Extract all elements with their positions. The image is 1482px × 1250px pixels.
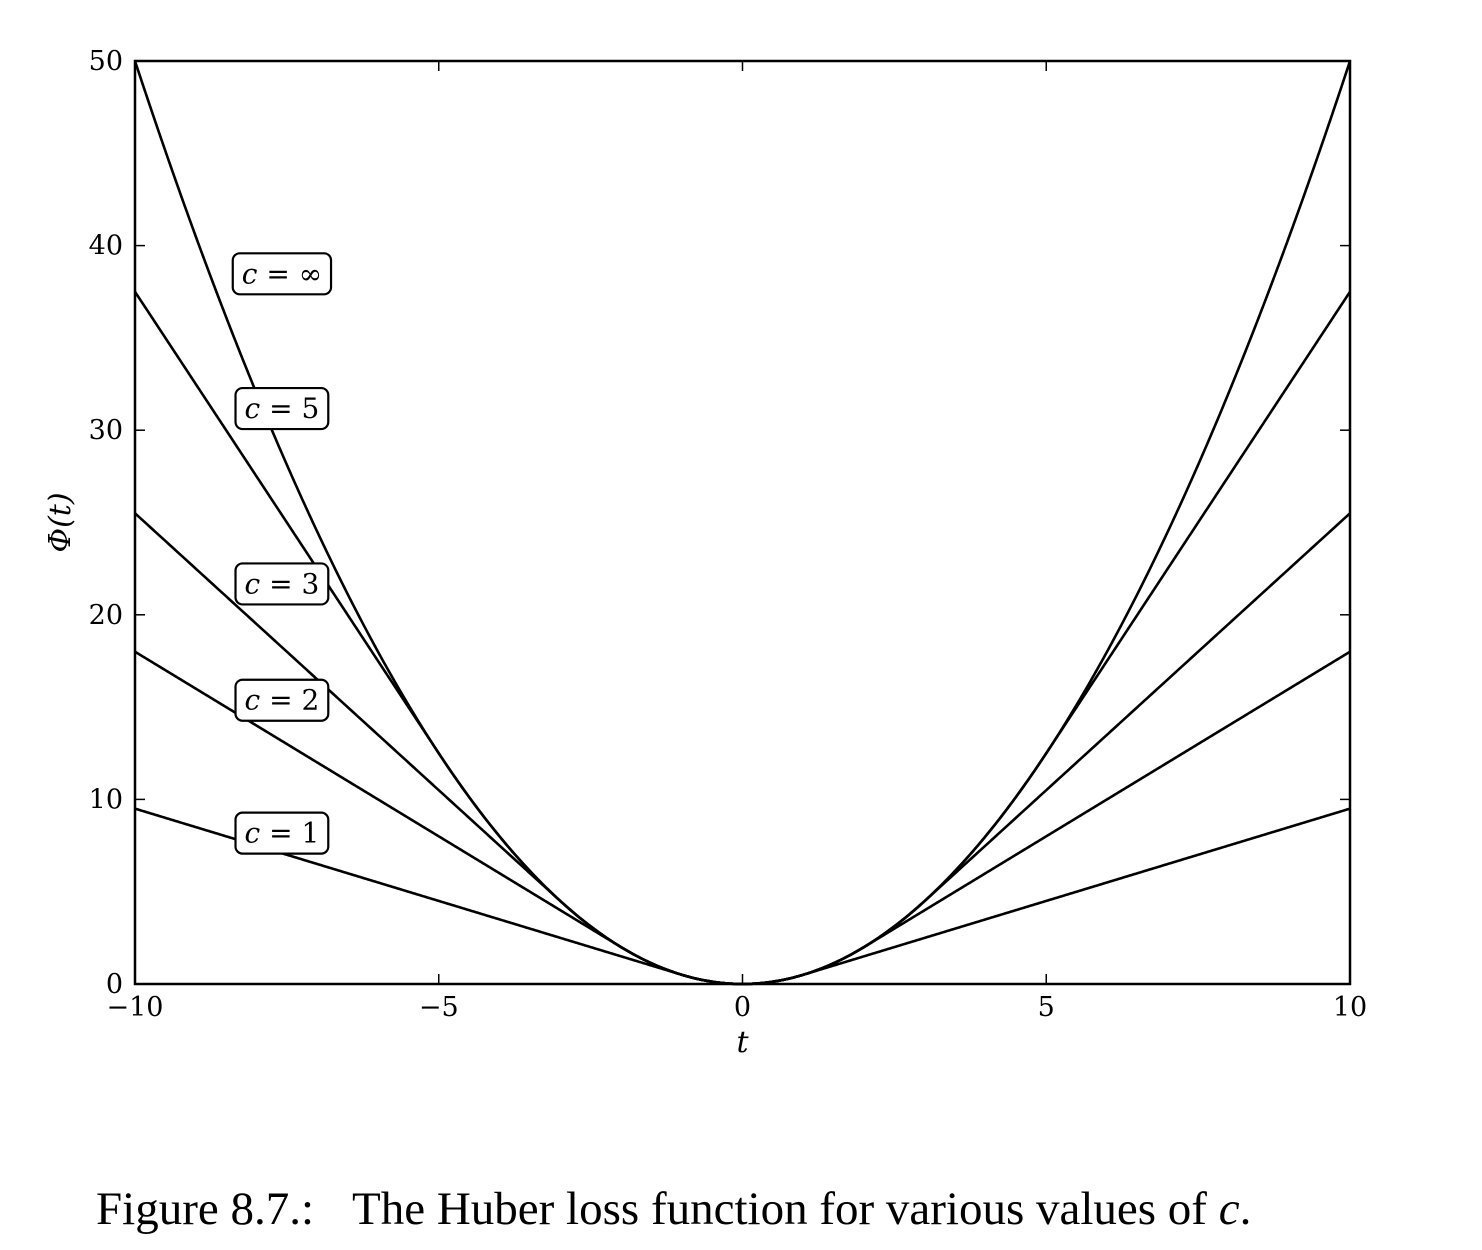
caption-prefix: Figure 8.7.: (96, 1183, 315, 1235)
x-tick-label: −5 (419, 992, 459, 1023)
x-axis-label: t (736, 1025, 749, 1060)
curve-label-text: c = ∞ (242, 257, 322, 290)
curve-label-box (234, 562, 330, 606)
curve-label-text: c = 3 (245, 567, 320, 600)
caption-text: The Huber loss function for various valu… (352, 1183, 1207, 1235)
curve-label-box (234, 811, 330, 855)
caption-suffix: . (1239, 1183, 1252, 1235)
curve-label-4: c = 1 (234, 811, 330, 855)
caption-variable: c (1218, 1183, 1240, 1235)
curve-label-text: c = 2 (245, 684, 320, 717)
x-tick-label: 0 (734, 992, 751, 1023)
curve-labels-group: c = ∞ c = 5 c = 3 c = 2 c = 1 (231, 252, 333, 855)
y-tick-label: 30 (89, 415, 123, 446)
figure-caption: Figure 8.7.: The Huber loss function for … (96, 1182, 1476, 1236)
curve-label-3: c = 2 (234, 678, 330, 722)
curve-label-2: c = 3 (234, 562, 330, 606)
y-tick-label: 40 (89, 231, 123, 262)
ticks-group: −10 −5 0 5 10 0 10 20 30 40 50 (89, 46, 1368, 1023)
curve-label-text: c = 1 (245, 817, 320, 850)
curve-label-0: c = ∞ (231, 252, 333, 296)
x-tick-label: 5 (1038, 992, 1055, 1023)
y-axis-label: Φ(t) (43, 492, 78, 552)
x-tick-label: 10 (1333, 992, 1367, 1023)
y-tick-label: 0 (106, 969, 123, 1000)
curve-label-box (234, 386, 330, 431)
curve-label-box (231, 252, 333, 296)
curve-label-1: c = 5 (234, 386, 330, 431)
y-tick-label: 50 (89, 46, 123, 77)
y-tick-label: 10 (89, 784, 123, 815)
y-tick-label: 20 (89, 600, 123, 631)
x-tick-label: −10 (107, 992, 164, 1023)
curve-label-box (234, 678, 330, 722)
curve-label-text: c = 5 (245, 392, 320, 425)
